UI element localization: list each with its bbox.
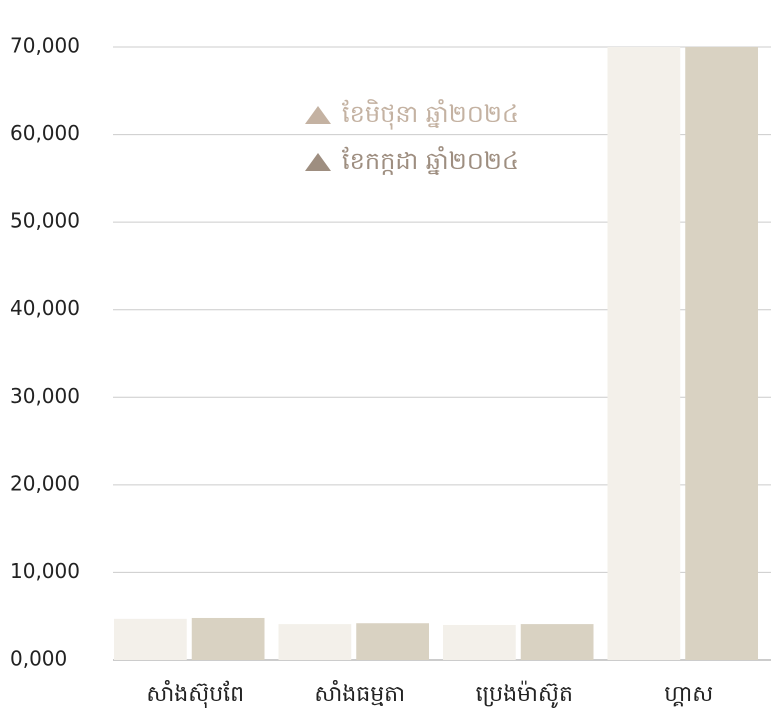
bar bbox=[443, 624, 516, 660]
bar bbox=[114, 618, 187, 660]
y-tick-label: 20,000 bbox=[10, 471, 80, 495]
bar bbox=[520, 624, 594, 660]
bar bbox=[685, 47, 758, 660]
bar bbox=[278, 624, 352, 660]
bar bbox=[191, 617, 265, 660]
y-tick-label: 40,000 bbox=[10, 296, 80, 320]
legend-marker bbox=[305, 153, 331, 171]
y-tick-label: 30,000 bbox=[10, 384, 80, 408]
legend-label: ខែមិថុនា ឆ្នាំ២០២៤ bbox=[342, 99, 519, 130]
y-tick-label: 70,000 bbox=[10, 34, 80, 58]
y-tick-label: 10,000 bbox=[10, 559, 80, 583]
legend-marker bbox=[305, 106, 331, 124]
bar bbox=[356, 623, 429, 660]
y-tick-label: 50,000 bbox=[10, 209, 80, 233]
bar bbox=[607, 47, 681, 660]
x-tick-label: ប្រេងម៉ាស៊ូត bbox=[476, 680, 573, 708]
x-tick-label: សាំងស៊ុបពែ bbox=[146, 680, 244, 708]
y-tick-label: 60,000 bbox=[10, 121, 80, 145]
x-tick-label: សាំងធម្មតា bbox=[314, 680, 405, 707]
y-tick-label: 0,000 bbox=[10, 647, 67, 671]
legend-label: ខែកក្កដា ឆ្នាំ២០២៤ bbox=[342, 146, 519, 175]
x-tick-label: ហ្គាស bbox=[664, 682, 713, 707]
